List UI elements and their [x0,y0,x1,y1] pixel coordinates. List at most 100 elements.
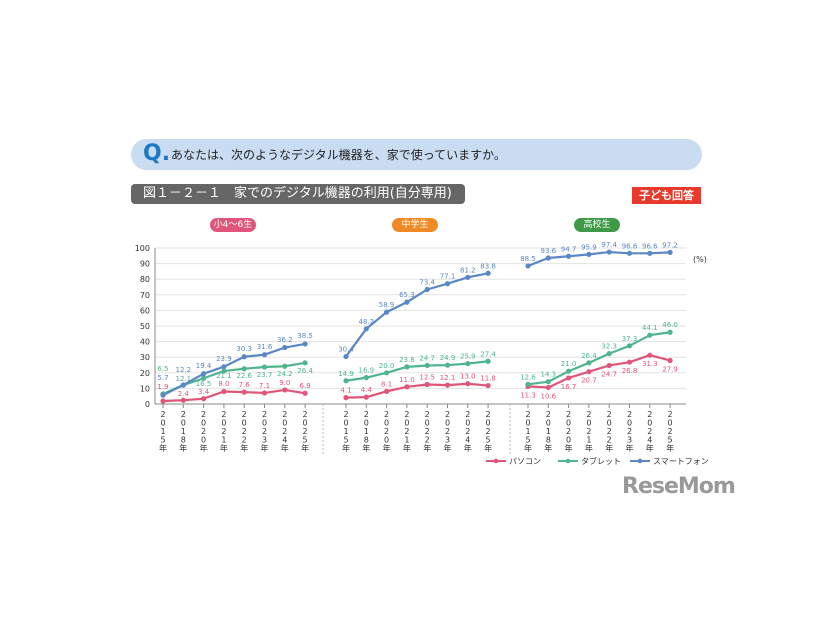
data-point [444,281,451,287]
x-tick-label: 2 [364,410,369,419]
x-tick-label: 0 [242,419,247,428]
x-tick-label: 2 [566,410,571,419]
x-tick-label: 0 [445,419,450,428]
x-tick-label: 年 [565,443,573,453]
data-point [241,389,247,395]
data-label: 38.5 [297,332,313,340]
x-tick-label: 2 [586,410,591,419]
data-point [282,387,288,393]
x-tick-label: 年 [626,443,634,453]
data-point [465,360,471,367]
x-tick-label: 2 [262,427,267,436]
x-tick-label: 2 [647,427,652,436]
data-label: 81.2 [460,266,476,274]
x-tick-label: 2 [627,427,632,436]
x-tick-label: 3 [262,436,267,445]
x-tick-label: 2 [384,410,389,419]
legend-marker [565,458,571,464]
group-label-junior-high: 中学生 [392,218,438,232]
data-label: 6.9 [300,382,311,390]
x-tick-label: 年 [524,443,532,453]
x-tick-label: 1 [181,427,186,436]
x-tick-label: 0 [566,419,571,428]
data-point [566,368,572,374]
data-label: 46.0 [662,321,678,329]
x-tick-label: 0 [262,419,267,428]
x-tick-label: 2 [221,410,226,419]
x-tick-label: 5 [668,436,673,445]
x-tick-label: 0 [404,419,409,428]
x-tick-label: 2 [221,427,226,436]
question-text: あなたは、次のようなデジタル機器を、家で使っていますか。 [171,148,506,162]
data-point [626,343,633,349]
data-label: 44.1 [642,324,658,332]
x-tick-label: 2 [525,410,530,419]
x-tick-label: 年 [301,443,309,453]
series-line [162,388,306,403]
x-tick-label: 年 [605,443,613,453]
data-label: 11.0 [399,376,415,384]
data-label: 12.1 [176,375,192,383]
data-label: 23.8 [399,356,415,364]
data-label: 94.7 [561,245,577,253]
data-point [606,351,612,357]
data-point [384,388,390,394]
data-point [647,332,653,338]
x-tick-label: 3 [627,436,632,445]
data-label: 12.6 [520,373,536,381]
data-label: 26.4 [581,352,597,360]
x-tick-label: 2 [668,410,673,419]
data-label: 3.4 [198,388,210,396]
x-tick-label: 1 [221,436,226,445]
y-tick-label: 80 [140,275,150,284]
x-tick-label: 年 [261,443,269,453]
x-tick-label: 2 [181,410,186,419]
data-point [404,384,410,390]
data-label: 58.9 [379,301,395,309]
x-tick-label: 8 [181,436,186,445]
data-label: 16.5 [196,380,212,388]
x-tick-label: 2 [668,427,673,436]
data-label: 12.2 [176,366,192,374]
data-label: 32.3 [601,343,617,351]
x-tick-label: 年 [484,443,492,453]
data-label: 26.8 [622,367,638,375]
data-point [667,357,673,364]
data-point [667,249,673,255]
data-label: 12.1 [440,374,456,382]
x-tick-label: 0 [160,419,165,428]
resemom-logo: ReseMom [622,474,736,499]
y-tick-label: 20 [140,369,150,378]
series-line [527,354,671,389]
data-label: 12.5 [419,374,435,382]
legend-label: タブレット [581,456,621,466]
data-label: 97.2 [662,241,678,249]
data-point [363,375,369,381]
data-label: 37.3 [622,335,638,343]
data-point [545,379,551,385]
x-tick-label: 0 [282,419,287,428]
data-point [545,384,551,391]
x-tick-label: 年 [159,443,167,453]
x-tick-label: 2 [607,427,612,436]
data-point [261,352,268,358]
x-tick-label: 2 [242,436,247,445]
data-label: 16.7 [561,383,577,391]
group-label-high-school: 高校生 [574,218,620,232]
x-tick-label: 0 [546,419,551,428]
data-label: 25.9 [460,353,476,361]
data-point [343,378,349,384]
data-point [201,371,207,377]
data-point [363,326,369,332]
data-label: 20.7 [581,377,597,385]
data-point [545,255,551,261]
data-point [566,253,572,259]
y-tick-label: 50 [140,322,150,331]
data-label: 8.0 [218,380,229,388]
data-label: 5.7 [157,374,168,382]
x-tick-label: 2 [201,410,206,419]
x-tick-label: 年 [281,443,289,453]
x-tick-label: 0 [384,436,389,445]
data-label: 73.4 [419,278,435,286]
